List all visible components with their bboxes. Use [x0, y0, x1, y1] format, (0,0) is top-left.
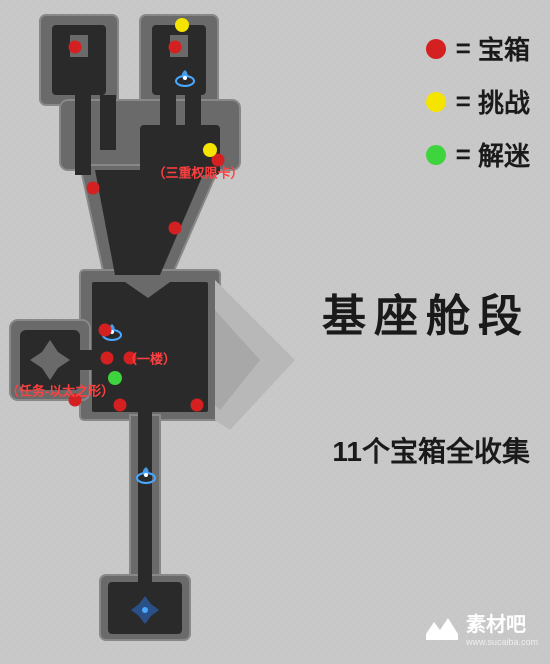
watermark-icon — [424, 614, 460, 642]
red-marker — [69, 41, 82, 54]
watermark: 素材吧 www.sucaiba.com — [424, 608, 538, 647]
legend-dot-green — [426, 145, 446, 165]
subtitle: 11个宝箱全收集 — [332, 430, 530, 470]
legend-equals: = — [456, 33, 471, 64]
legend-dot-yellow — [426, 92, 446, 112]
watermark-sub: www.sucaiba.com — [466, 637, 538, 647]
map-annotation: （三重权限卡） — [152, 163, 243, 182]
legend-label-challenge: 挑战 — [478, 83, 530, 120]
portal-icon — [135, 464, 157, 486]
legend-row-treasure: = 宝箱 — [426, 30, 530, 67]
red-marker — [114, 399, 127, 412]
zone-title: 基座舱段 — [322, 280, 530, 344]
red-marker — [99, 324, 112, 337]
map-annotation: （一楼） — [124, 349, 176, 368]
legend-dot-red — [426, 39, 446, 59]
legend-equals: = — [456, 86, 471, 117]
legend-row-puzzle: = 解迷 — [426, 136, 530, 173]
legend-label-puzzle: 解迷 — [478, 136, 530, 173]
red-marker — [101, 352, 114, 365]
red-marker — [169, 41, 182, 54]
map-canvas — [0, 0, 300, 659]
legend-row-challenge: = 挑战 — [426, 83, 530, 120]
map-annotation: （任务-以太之形） — [6, 381, 114, 400]
red-marker — [87, 182, 100, 195]
legend: = 宝箱 = 挑战 = 解迷 — [426, 30, 530, 189]
yellow-marker — [203, 143, 217, 157]
legend-equals: = — [456, 139, 471, 170]
red-marker — [191, 399, 204, 412]
map-svg — [0, 0, 300, 659]
legend-label-treasure: 宝箱 — [478, 30, 530, 67]
portal-icon — [174, 67, 196, 89]
red-marker — [169, 222, 182, 235]
yellow-marker — [175, 18, 189, 32]
watermark-text: 素材吧 — [466, 608, 538, 637]
